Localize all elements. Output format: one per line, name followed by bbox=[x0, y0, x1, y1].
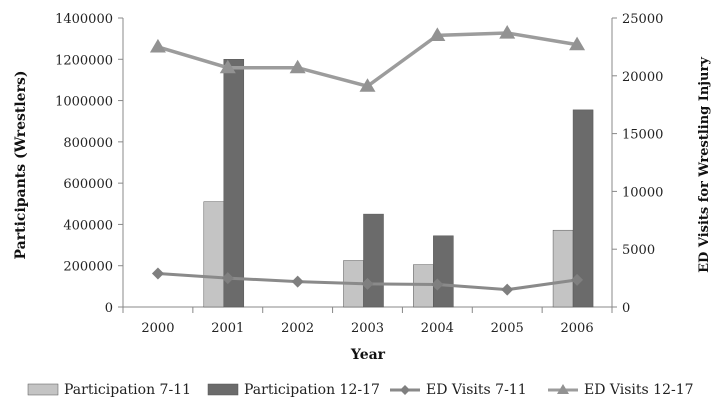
right-y-tick-label: 5000 bbox=[622, 243, 655, 258]
data-point bbox=[149, 38, 166, 53]
x-tick-label: 2002 bbox=[281, 321, 314, 336]
right-y-tick-label: 25000 bbox=[622, 12, 663, 27]
data-point bbox=[501, 283, 514, 296]
left-y-tick-label: 1400000 bbox=[55, 12, 113, 27]
left-y-tick-label: 1200000 bbox=[55, 53, 113, 68]
bar bbox=[572, 109, 594, 308]
data-point bbox=[429, 27, 446, 41]
labels: Year Participants (Wrestlers) ED Visits … bbox=[13, 57, 712, 363]
data-point bbox=[431, 278, 444, 291]
x-tick-label: 2000 bbox=[141, 321, 174, 336]
bar bbox=[433, 235, 454, 308]
bar bbox=[203, 201, 225, 308]
data-point bbox=[499, 25, 516, 39]
legend-label: Participation 7-11 bbox=[64, 382, 191, 398]
bars bbox=[203, 59, 594, 308]
left-y-tick-label: 800000 bbox=[63, 136, 113, 151]
legend: Participation 7-11 Participation 12-17 ED … bbox=[27, 382, 694, 398]
legend-marker bbox=[400, 385, 410, 395]
legend-label: Participation 12-17 bbox=[244, 382, 380, 398]
legend-label: ED Visits 12-17 bbox=[584, 382, 694, 398]
bar bbox=[552, 229, 574, 308]
data-point bbox=[291, 275, 304, 288]
x-tick-label: 2005 bbox=[491, 321, 524, 336]
left-y-tick-label: 0 bbox=[105, 301, 113, 316]
bar bbox=[363, 213, 384, 308]
legend-label: ED Visits 7-11 bbox=[426, 382, 527, 398]
lines bbox=[149, 25, 586, 296]
axes: 0200000400000600000800000100000012000001… bbox=[55, 12, 663, 336]
data-point bbox=[219, 59, 236, 74]
data-point bbox=[289, 59, 306, 74]
left-y-axis-title: Participants (Wrestlers) bbox=[13, 71, 29, 260]
x-axis-title: Year bbox=[350, 347, 386, 363]
x-tick-label: 2006 bbox=[561, 321, 594, 336]
right-y-tick-label: 0 bbox=[622, 301, 630, 316]
data-point bbox=[221, 272, 234, 285]
right-y-tick-label: 20000 bbox=[622, 70, 663, 85]
left-y-tick-label: 1000000 bbox=[55, 95, 113, 110]
data-point bbox=[151, 267, 164, 280]
left-y-tick-label: 600000 bbox=[63, 177, 113, 192]
legend-swatch bbox=[27, 383, 59, 396]
bar bbox=[223, 59, 245, 308]
data-point bbox=[359, 78, 376, 92]
left-y-tick-label: 400000 bbox=[63, 218, 113, 233]
x-tick-label: 2001 bbox=[211, 321, 244, 336]
x-tick-label: 2003 bbox=[351, 321, 384, 336]
data-point bbox=[361, 277, 374, 290]
right-y-tick-label: 10000 bbox=[622, 185, 663, 200]
legend-marker bbox=[557, 384, 569, 394]
right-y-tick-label: 15000 bbox=[622, 128, 663, 143]
x-tick-label: 2004 bbox=[421, 321, 454, 336]
data-point bbox=[571, 273, 584, 286]
left-y-tick-label: 200000 bbox=[63, 260, 113, 275]
legend-swatch bbox=[207, 383, 239, 396]
right-y-axis-title: ED Visits for Wrestling Injury bbox=[697, 57, 712, 273]
data-point bbox=[569, 36, 586, 51]
